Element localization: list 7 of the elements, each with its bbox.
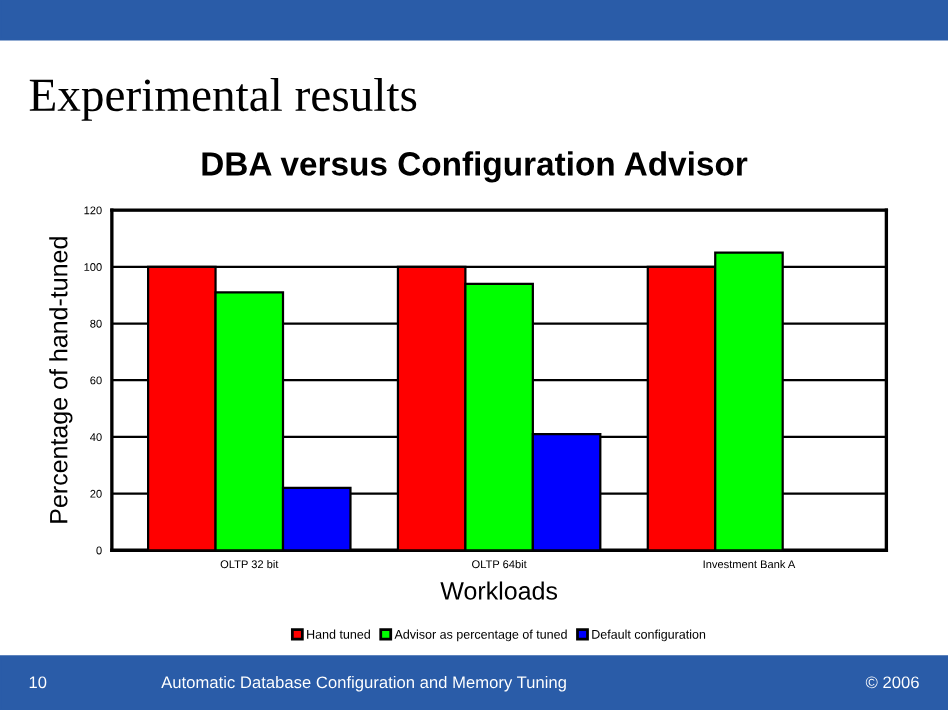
text: 10 bbox=[29, 676, 47, 689]
x-axis-title: Workloads bbox=[440, 581, 558, 600]
text: © 2006 bbox=[865, 676, 919, 689]
y-axis-title: Percentage of hand-tuned bbox=[49, 237, 73, 523]
chart-title: Experimental results bbox=[29, 77, 417, 121]
text: Automatic Database Configuration and Memory Tuning bbox=[161, 675, 566, 692]
chart-subtitle: DBA versus Configuration Advisor bbox=[202, 151, 748, 183]
